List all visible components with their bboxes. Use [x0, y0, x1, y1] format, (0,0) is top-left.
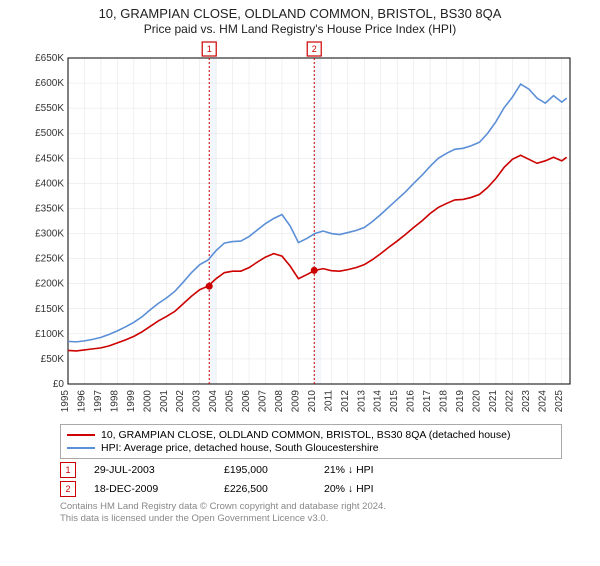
svg-text:2015: 2015: [389, 390, 400, 413]
legend-item-hpi: HPI: Average price, detached house, Sout…: [67, 442, 555, 454]
svg-text:£650K: £650K: [35, 53, 64, 64]
svg-text:2013: 2013: [356, 390, 367, 413]
svg-text:£450K: £450K: [35, 153, 64, 164]
sale-date: 29-JUL-2003: [94, 464, 224, 476]
svg-text:2023: 2023: [521, 390, 532, 413]
svg-text:2001: 2001: [159, 390, 170, 413]
svg-text:2005: 2005: [225, 390, 236, 413]
svg-text:2024: 2024: [537, 390, 548, 413]
svg-text:£200K: £200K: [35, 279, 64, 290]
svg-text:1997: 1997: [93, 390, 104, 413]
sale-delta: 20% ↓ HPI: [324, 483, 424, 495]
svg-text:£300K: £300K: [35, 229, 64, 240]
svg-text:2021: 2021: [488, 390, 499, 413]
svg-text:2012: 2012: [340, 390, 351, 413]
svg-text:2019: 2019: [455, 390, 466, 413]
chart-title: 10, GRAMPIAN CLOSE, OLDLAND COMMON, BRIS…: [0, 6, 600, 21]
svg-text:1995: 1995: [60, 390, 71, 413]
chart-area: £0 £50K £100K £150K £200K £250K £300K £350K £400…: [20, 40, 580, 420]
svg-text:2000: 2000: [142, 390, 153, 413]
svg-text:1999: 1999: [126, 390, 137, 413]
sales-row: 1 29-JUL-2003£195,00021% ↓ HPI: [60, 462, 562, 478]
footer-line: Contains HM Land Registry data © Crown c…: [60, 501, 562, 513]
svg-text:2020: 2020: [471, 390, 482, 413]
legend-swatch: [67, 434, 95, 436]
svg-text:2007: 2007: [258, 390, 269, 413]
sale-delta: 21% ↓ HPI: [324, 464, 424, 476]
sale-price: £226,500: [224, 483, 324, 495]
svg-text:2004: 2004: [208, 390, 219, 413]
svg-text:2018: 2018: [439, 390, 450, 413]
svg-text:£50K: £50K: [41, 354, 65, 365]
svg-text:2006: 2006: [241, 390, 252, 413]
sale-price: £195,000: [224, 464, 324, 476]
svg-text:2003: 2003: [192, 390, 203, 413]
svg-text:2009: 2009: [290, 390, 301, 413]
svg-text:2: 2: [312, 44, 317, 54]
svg-text:2016: 2016: [406, 390, 417, 413]
svg-text:£150K: £150K: [35, 304, 64, 315]
footer-line: This data is licensed under the Open Gov…: [60, 513, 562, 525]
svg-text:£0: £0: [53, 379, 65, 390]
svg-text:2002: 2002: [175, 390, 186, 413]
svg-text:2008: 2008: [274, 390, 285, 413]
svg-text:1998: 1998: [109, 390, 120, 413]
sales-row: 2 18-DEC-2009£226,50020% ↓ HPI: [60, 481, 562, 497]
legend-item-property: 10, GRAMPIAN CLOSE, OLDLAND COMMON, BRIS…: [67, 429, 555, 441]
svg-text:1996: 1996: [76, 390, 87, 413]
sales-table: 1 29-JUL-2003£195,00021% ↓ HPI 2 18-DEC-200…: [60, 462, 562, 497]
legend-label: 10, GRAMPIAN CLOSE, OLDLAND COMMON, BRIS…: [101, 429, 510, 441]
svg-text:1: 1: [207, 44, 212, 54]
svg-text:£250K: £250K: [35, 254, 64, 265]
svg-text:£400K: £400K: [35, 178, 64, 189]
legend-swatch: [67, 447, 95, 449]
legend: 10, GRAMPIAN CLOSE, OLDLAND COMMON, BRIS…: [60, 424, 562, 459]
svg-text:2025: 2025: [554, 390, 565, 413]
svg-text:2010: 2010: [307, 390, 318, 413]
svg-text:2011: 2011: [323, 390, 334, 412]
svg-text:£100K: £100K: [35, 329, 64, 340]
svg-text:2022: 2022: [504, 390, 515, 413]
svg-text:£600K: £600K: [35, 78, 64, 89]
svg-text:2014: 2014: [373, 390, 384, 413]
sale-marker-icon: 1: [60, 462, 76, 478]
svg-text:£350K: £350K: [35, 203, 64, 214]
legend-label: HPI: Average price, detached house, Sout…: [101, 442, 379, 454]
svg-text:2017: 2017: [422, 390, 433, 413]
svg-text:£500K: £500K: [35, 128, 64, 139]
chart-subtitle: Price paid vs. HM Land Registry's House …: [0, 22, 600, 36]
footer-attribution: Contains HM Land Registry data © Crown c…: [60, 501, 562, 525]
sale-date: 18-DEC-2009: [94, 483, 224, 495]
sale-marker-icon: 2: [60, 481, 76, 497]
svg-text:£550K: £550K: [35, 103, 64, 114]
